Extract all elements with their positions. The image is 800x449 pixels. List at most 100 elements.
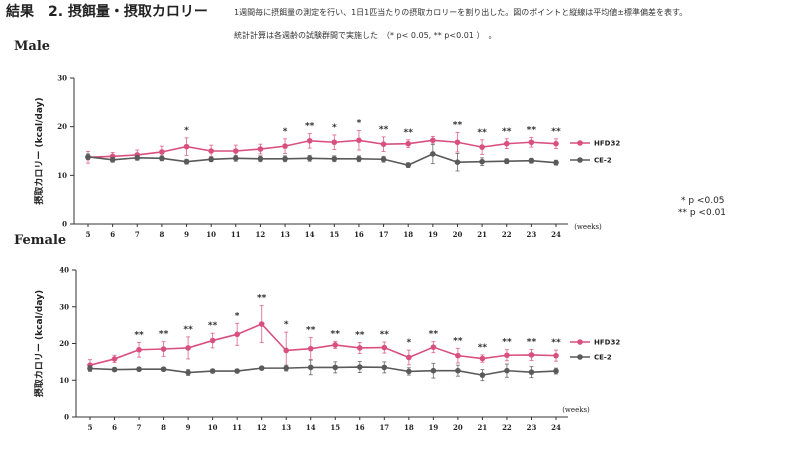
data-point <box>185 369 191 376</box>
significance-mark: ** <box>502 338 512 348</box>
x-tick-label: 18 <box>403 230 413 239</box>
data-point <box>332 342 339 348</box>
x-tick-label: 6 <box>110 230 115 239</box>
data-point <box>553 140 559 147</box>
data-point <box>258 321 265 327</box>
data-point <box>381 344 388 351</box>
x-tick-label: 7 <box>135 230 140 239</box>
y-tick-label: 10 <box>59 376 69 385</box>
data-point <box>109 156 116 163</box>
data-point <box>430 367 437 374</box>
significance-mark: ** <box>305 121 315 131</box>
legend-label: HFD32 <box>594 140 620 148</box>
series-line <box>87 139 557 159</box>
y-tick-label: 30 <box>59 302 69 311</box>
legend-label: CE-2 <box>594 354 612 362</box>
data-point <box>479 355 486 362</box>
data-point <box>232 155 239 162</box>
x-tick-label: 10 <box>206 230 216 239</box>
significance-mark: ** <box>257 294 267 304</box>
series-ce-2 <box>87 359 559 382</box>
y-tick-label: 0 <box>64 413 69 422</box>
x-tick-label: 19 <box>428 230 438 239</box>
data-point <box>111 366 118 373</box>
x-tick-label: 13 <box>281 423 291 432</box>
data-point <box>307 345 314 352</box>
y-axis-label: 摂取カロリー (kcal/day) <box>33 97 45 204</box>
significance-mark: ** <box>183 325 193 335</box>
x-tick-label: 9 <box>186 423 191 432</box>
x-tick-label: 16 <box>355 423 365 432</box>
legend-marker <box>577 354 583 360</box>
significance-mark: ** <box>527 125 537 135</box>
data-point <box>503 140 510 147</box>
data-point <box>356 364 363 370</box>
significance-mark: ** <box>502 127 512 137</box>
data-point <box>160 346 167 352</box>
data-point <box>282 155 288 162</box>
data-point <box>134 155 141 161</box>
y-tick-label: 40 <box>59 266 69 275</box>
x-tick-label: 14 <box>305 230 315 239</box>
x-tick-label: 24 <box>551 423 561 432</box>
x-tick-label: 11 <box>232 423 242 432</box>
data-point <box>208 148 214 154</box>
x-tick-label: 5 <box>88 423 93 432</box>
data-point <box>454 139 461 146</box>
data-point <box>159 149 165 155</box>
significance-mark: ** <box>453 121 463 131</box>
data-point <box>528 139 535 146</box>
significance-mark: * <box>406 338 411 348</box>
page-title: 結果 2. 摂餌量・摂取カロリー <box>6 4 208 20</box>
legend-label: CE-2 <box>594 157 612 165</box>
y-tick-label: 10 <box>57 171 67 180</box>
significance-mark: * <box>332 123 337 133</box>
y-axis-label: 摂取カロリー (kcal/day) <box>33 290 45 397</box>
series-line <box>87 153 557 166</box>
significance-mark: ** <box>478 343 488 353</box>
data-point <box>528 369 535 375</box>
data-point <box>479 372 486 378</box>
significance-mark: ** <box>403 128 413 138</box>
significance-mark: ** <box>159 330 169 340</box>
data-point <box>282 143 288 149</box>
significance-mark: * <box>235 311 240 321</box>
data-point <box>553 352 559 359</box>
x-tick-label: 9 <box>184 230 189 239</box>
x-tick-label: 15 <box>329 230 339 239</box>
significance-mark: ** <box>134 330 144 340</box>
series-ce-2 <box>85 143 559 172</box>
data-point <box>136 346 142 353</box>
female-panel-label: Female <box>14 233 67 248</box>
y-tick-label: 30 <box>57 74 67 83</box>
significance-mark: ** <box>551 338 561 348</box>
x-tick-label: 23 <box>526 230 536 239</box>
x-axis-unit: (weeks) <box>562 406 590 414</box>
data-point <box>283 347 290 354</box>
data-point <box>430 137 436 144</box>
significance-mark: * <box>184 126 189 136</box>
series-line <box>89 323 557 366</box>
data-point <box>232 148 239 154</box>
data-point <box>160 366 167 373</box>
significance-mark: ** <box>477 128 487 138</box>
data-point <box>455 367 461 374</box>
data-point <box>405 140 412 147</box>
legend-label: HFD32 <box>594 339 620 347</box>
x-tick-label: 12 <box>256 230 266 239</box>
x-tick-label: 18 <box>404 423 414 432</box>
data-point <box>234 368 240 374</box>
data-point <box>185 345 191 351</box>
significance-mark: * <box>284 320 289 330</box>
data-point <box>406 368 412 375</box>
x-tick-label: 20 <box>453 230 463 239</box>
data-point <box>257 155 264 162</box>
data-point <box>380 141 387 147</box>
legend-marker <box>577 157 583 163</box>
data-point <box>208 156 214 163</box>
data-point <box>87 365 93 372</box>
x-tick-label: 11 <box>231 230 241 239</box>
legend-marker <box>577 140 583 146</box>
data-point <box>553 159 559 166</box>
significance-mark: ** <box>306 326 316 336</box>
